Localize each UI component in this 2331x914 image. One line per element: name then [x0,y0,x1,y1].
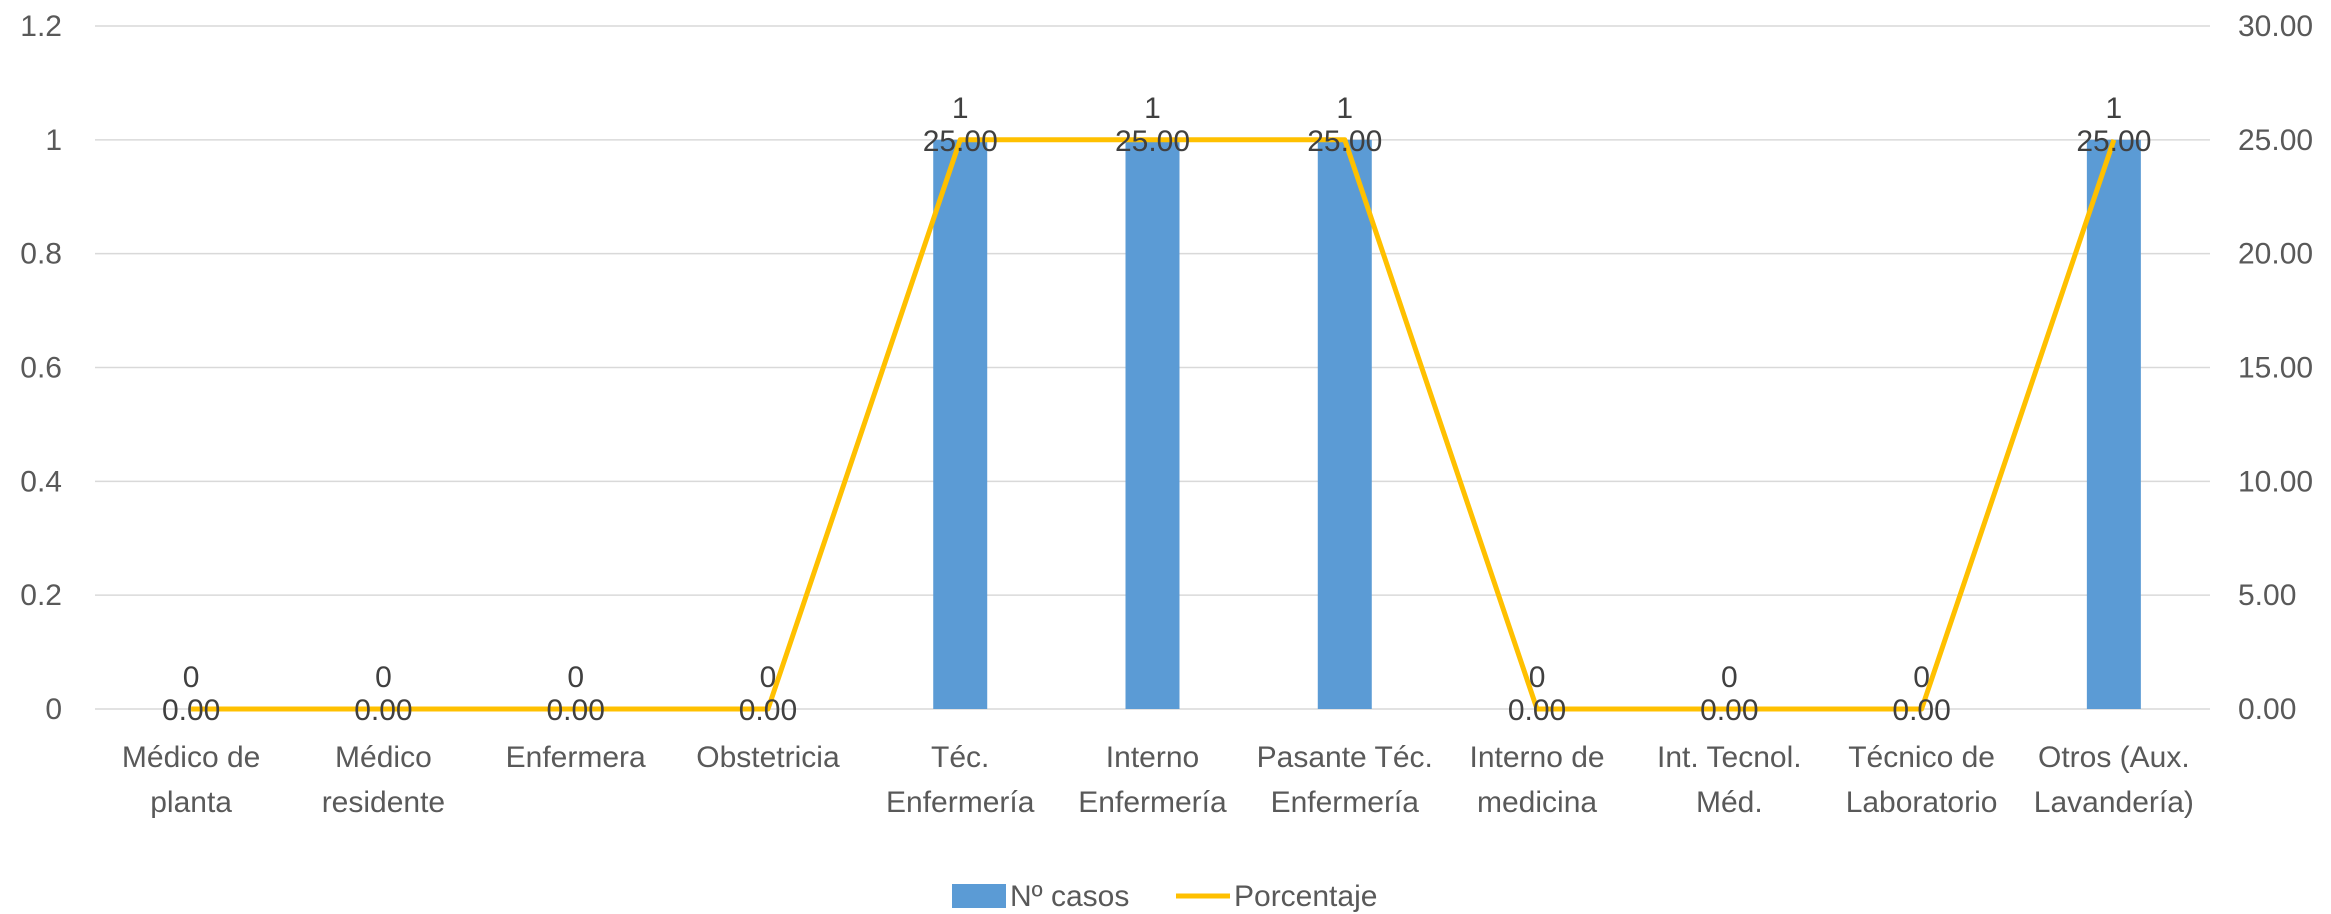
legend-line-label: Porcentaje [1234,880,1377,913]
bar-data-label: 0 [375,661,392,694]
line-data-label: 25.00 [923,125,998,158]
category-label-line: Otros (Aux. [2038,741,2190,774]
line-data-label: 0.00 [546,694,604,727]
right-tick-label: 15.00 [2238,352,2313,385]
category-label: Obstetricia [696,741,840,774]
category-label: Téc. Enfermería [886,741,1035,819]
right-tick-label: 10.00 [2238,465,2313,498]
category-label-line: Médico [335,741,432,774]
category-label-line: Téc. [931,741,989,774]
category-label: Médico residente [322,741,445,819]
line-data-label: 25.00 [1115,125,1190,158]
bar-data-label: 0 [183,661,200,694]
category-label-line: Obstetricia [696,741,840,774]
left-tick-label: 0.6 [20,352,62,385]
legend-bar-label: Nº casos [1010,880,1129,913]
right-tick-label: 5.00 [2238,579,2296,612]
line-data-label: 0.00 [1508,694,1566,727]
category-label: Otros (Aux. Lavandería) [2034,741,2194,819]
category-label-line: residente [322,786,445,819]
bar-series [933,139,2141,710]
right-tick-label: 30.00 [2238,10,2313,43]
legend-bar-swatch [952,884,1006,908]
bar [933,139,988,710]
category-label: Pasante Téc. Enfermería [1257,741,1433,819]
bar [1125,139,1180,710]
left-tick-label: 0.8 [20,238,62,271]
right-tick-label: 20.00 [2238,238,2313,271]
line-series [191,137,2117,712]
category-label: Interno Enfermería [1078,741,1227,819]
line-data-label: 0.00 [162,694,220,727]
left-tick-label: 0 [45,693,62,726]
category-label: Interno de medicina [1469,741,1604,819]
category-label-line: Técnico de [1848,741,1995,774]
right-axis: 0.00 5.00 10.00 15.00 20.00 25.00 30.00 [2238,10,2313,726]
bar-data-label: 0 [1721,661,1738,694]
category-label-line: Laboratorio [1846,786,1998,819]
left-axis: 0 0.2 0.4 0.6 0.8 1 1.2 [20,10,62,726]
category-label-line: Enfermera [506,741,646,774]
left-tick-label: 0.4 [20,465,62,498]
bar [2086,139,2141,710]
line-data-label: 25.00 [2076,125,2151,158]
category-label-line: planta [150,786,232,819]
line-data-label: 0.00 [739,694,797,727]
left-tick-label: 1 [45,124,62,157]
category-label-line: Médico de [122,741,260,774]
category-axis: Médico de planta Médico residente Enfermera O… [122,741,2194,819]
left-tick-label: 1.2 [20,10,62,43]
left-tick-label: 0.2 [20,579,62,612]
bar [1317,139,1372,710]
category-label: Enfermera [506,741,646,774]
category-label-line: Int. Tecnol. [1657,741,1802,774]
bar-data-label: 0 [567,661,584,694]
line-data-label: 0.00 [1700,694,1758,727]
line-path [191,137,2117,712]
category-label-line: Lavandería) [2034,786,2194,819]
bar-data-label: 0 [1529,661,1546,694]
category-label-line: Interno de [1469,741,1604,774]
category-label-line: Enfermería [1271,786,1420,819]
bar-data-label: 0 [760,661,777,694]
category-label-line: Interno [1106,741,1199,774]
category-label-line: Enfermería [886,786,1035,819]
legend: Nº casos Porcentaje [952,880,1377,913]
line-data-label: 0.00 [354,694,412,727]
line-data-label: 0.00 [1892,694,1950,727]
category-label-line: Pasante Téc. [1257,741,1433,774]
bar-data-label: 1 [2106,92,2123,125]
bar-data-label: 0 [1913,661,1930,694]
category-label-line: medicina [1477,786,1597,819]
bar-data-label: 1 [1144,92,1161,125]
category-label-line: Méd. [1696,786,1763,819]
bar-data-labels: 0 0 0 0 1 1 1 0 0 0 1 [183,92,2122,694]
bar-data-label: 1 [952,92,969,125]
line-data-label: 25.00 [1307,125,1382,158]
category-label: Médico de planta [122,741,260,819]
right-tick-label: 25.00 [2238,124,2313,157]
category-label-line: Enfermería [1078,786,1227,819]
category-label: Técnico de Laboratorio [1846,741,1998,819]
right-tick-label: 0.00 [2238,693,2296,726]
bar-data-label: 1 [1336,92,1353,125]
category-label: Int. Tecnol. Méd. [1657,741,1802,819]
